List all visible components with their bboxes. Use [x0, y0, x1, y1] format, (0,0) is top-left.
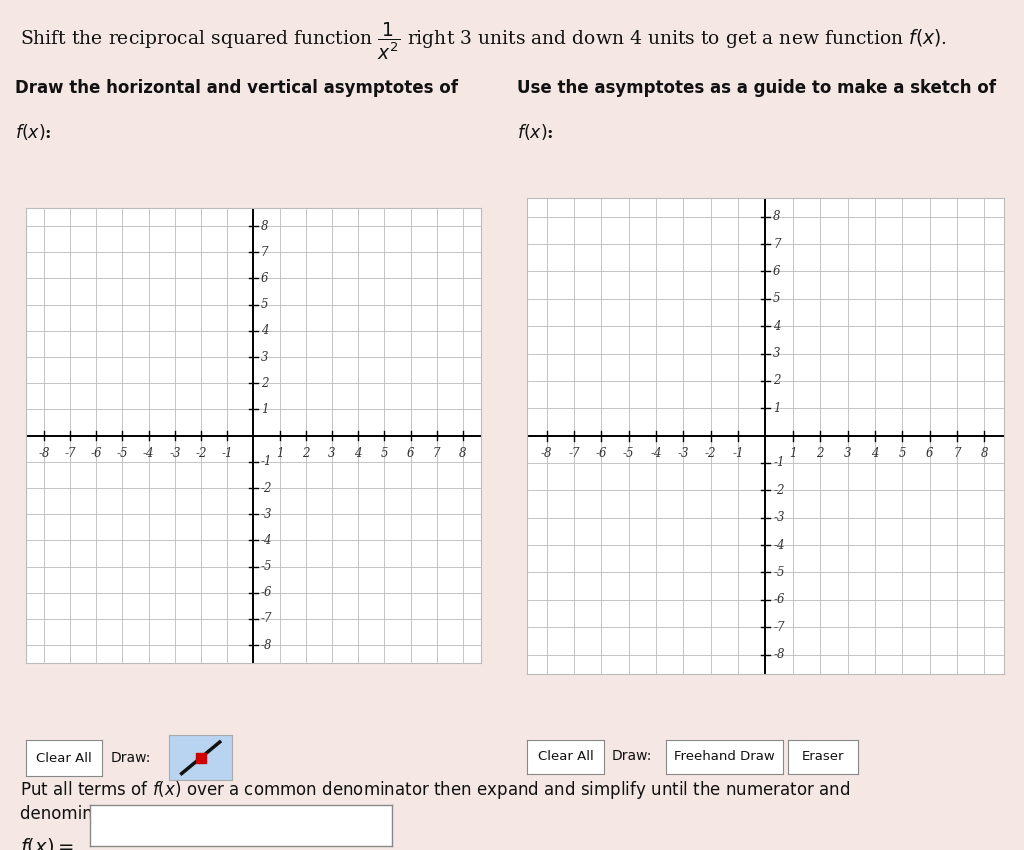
Text: 1: 1 [275, 446, 284, 460]
Text: Draw the horizontal and vertical asymptotes of: Draw the horizontal and vertical asympto… [15, 79, 458, 97]
Text: -8: -8 [541, 447, 552, 460]
Text: 2: 2 [773, 374, 780, 388]
Text: Freehand Draw: Freehand Draw [674, 750, 775, 763]
Text: -1: -1 [221, 446, 233, 460]
Text: -5: -5 [773, 566, 784, 579]
Text: -8: -8 [773, 648, 784, 661]
Text: -2: -2 [705, 447, 717, 460]
Text: 3: 3 [261, 350, 268, 364]
Text: -4: -4 [650, 447, 662, 460]
Text: 7: 7 [953, 447, 961, 460]
Text: Draw:: Draw: [612, 750, 652, 763]
Text: Use the asymptotes as a guide to make a sketch of: Use the asymptotes as a guide to make a … [517, 79, 996, 97]
Text: -3: -3 [261, 507, 272, 521]
Text: -1: -1 [732, 447, 743, 460]
Text: -5: -5 [623, 447, 634, 460]
Text: -3: -3 [169, 446, 180, 460]
Text: -5: -5 [261, 560, 272, 573]
Text: -1: -1 [773, 456, 784, 469]
Text: 7: 7 [261, 246, 268, 258]
Text: 5: 5 [773, 292, 780, 305]
Text: -2: -2 [773, 484, 784, 497]
Text: $f(x)$:: $f(x)$: [15, 122, 52, 142]
Text: 5: 5 [898, 447, 906, 460]
Text: 8: 8 [981, 447, 988, 460]
Text: 2: 2 [261, 377, 268, 390]
Text: 7: 7 [773, 237, 780, 251]
Text: 1: 1 [261, 403, 268, 416]
Text: -6: -6 [596, 447, 607, 460]
Text: 6: 6 [773, 265, 780, 278]
Text: 4: 4 [871, 447, 879, 460]
Text: -2: -2 [261, 481, 272, 495]
Text: -4: -4 [773, 539, 784, 552]
Text: 6: 6 [926, 447, 934, 460]
Text: Shift the reciprocal squared function $\dfrac{1}{x^2}$ right 3 units and down 4 : Shift the reciprocal squared function $\… [20, 20, 947, 62]
Text: 7: 7 [433, 446, 440, 460]
Text: denominator are both polynomials:: denominator are both polynomials: [20, 805, 312, 823]
Text: 4: 4 [773, 320, 780, 332]
Text: Eraser: Eraser [802, 750, 845, 763]
Text: Put all terms of $f(x)$ over a common denominator then expand and simplify until: Put all terms of $f(x)$ over a common de… [20, 779, 851, 802]
Text: Clear All: Clear All [36, 751, 92, 765]
Text: 1: 1 [773, 402, 780, 415]
Text: 4: 4 [354, 446, 361, 460]
Text: 6: 6 [261, 272, 268, 285]
Text: -6: -6 [90, 446, 102, 460]
Text: 5: 5 [261, 298, 268, 311]
Text: -7: -7 [65, 446, 76, 460]
Text: 8: 8 [773, 210, 780, 224]
Text: -4: -4 [261, 534, 272, 547]
Text: -4: -4 [143, 446, 155, 460]
Text: 5: 5 [381, 446, 388, 460]
Text: $f(x) =$: $f(x) =$ [20, 836, 74, 850]
Text: 4: 4 [261, 325, 268, 337]
Text: -3: -3 [678, 447, 689, 460]
Text: -8: -8 [38, 446, 50, 460]
Text: 8: 8 [459, 446, 467, 460]
Text: Draw:: Draw: [111, 751, 151, 765]
Text: 6: 6 [407, 446, 415, 460]
Text: -6: -6 [261, 586, 272, 599]
Text: -5: -5 [117, 446, 128, 460]
Text: 3: 3 [773, 347, 780, 360]
Text: -8: -8 [261, 638, 272, 652]
Text: $f(x)$:: $f(x)$: [517, 122, 554, 142]
Text: -7: -7 [773, 620, 784, 634]
Text: -3: -3 [773, 511, 784, 524]
Text: -1: -1 [261, 456, 272, 468]
Text: Clear All: Clear All [538, 750, 594, 763]
Text: 2: 2 [816, 447, 824, 460]
Text: -2: -2 [196, 446, 207, 460]
Text: 3: 3 [329, 446, 336, 460]
Text: 3: 3 [844, 447, 851, 460]
Text: -6: -6 [773, 593, 784, 606]
Text: 1: 1 [790, 447, 797, 460]
Text: 2: 2 [302, 446, 309, 460]
Text: -7: -7 [568, 447, 580, 460]
Text: -7: -7 [261, 613, 272, 626]
Text: 8: 8 [261, 219, 268, 233]
